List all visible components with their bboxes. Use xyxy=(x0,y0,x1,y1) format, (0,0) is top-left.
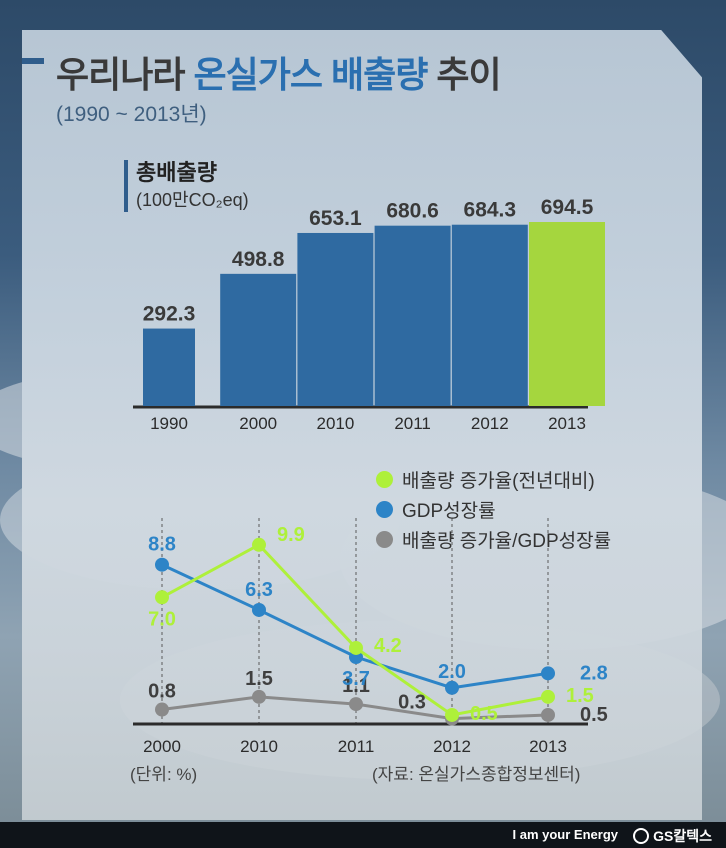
data-label: 8.8 xyxy=(148,534,176,556)
gs-logo-icon xyxy=(633,828,650,844)
data-label: 2.8 xyxy=(580,662,608,684)
page-title: 우리나라 온실가스 배출량 추이 xyxy=(56,54,502,95)
x-tick-label: 2011 xyxy=(338,737,375,756)
bar-chart-unit: (100만CO₂eq) xyxy=(136,190,249,210)
data-point xyxy=(541,689,555,704)
bar xyxy=(374,225,451,406)
bar xyxy=(143,328,195,406)
data-point xyxy=(445,680,459,695)
data-point xyxy=(541,666,555,681)
data-label: 0.3 xyxy=(398,692,426,714)
x-tick-label: 2010 xyxy=(316,414,354,433)
data-label: 0.8 xyxy=(148,681,176,703)
data-point xyxy=(155,557,169,572)
source-note: (자료: 온실가스종합정보센터) xyxy=(372,765,581,784)
content-panel xyxy=(22,30,702,820)
bar xyxy=(451,224,528,406)
data-label: 0.5 xyxy=(470,703,498,725)
brand-name: GS칼텍스 xyxy=(653,828,712,844)
x-tick-label: 2013 xyxy=(529,737,567,756)
bar-value-label: 680.6 xyxy=(386,200,439,223)
data-label: 1.1 xyxy=(342,675,370,697)
brand-logo: GS칼텍스 xyxy=(633,826,712,846)
bar xyxy=(220,273,297,406)
x-tick-label: 2012 xyxy=(433,737,471,756)
data-point xyxy=(445,707,459,722)
bar-chart-label: 총배출량 (100만CO₂eq) xyxy=(124,160,249,212)
footer-tagline: I am your Energy xyxy=(512,827,618,842)
data-label: 0.5 xyxy=(580,704,608,726)
legend-item-emission-growth: 배출량 증가율(전년대비) xyxy=(376,466,611,493)
x-tick-label: 2010 xyxy=(240,737,278,756)
bar xyxy=(529,222,605,406)
page-subtitle: (1990 ~ 2013년) xyxy=(56,103,207,126)
line-chart-legend: 배출량 증가율(전년대비) GDP성장률 배출량 증가율/GDP성장률 xyxy=(376,466,611,556)
data-point xyxy=(541,707,555,722)
bar-value-label: 292.3 xyxy=(143,303,196,326)
bar-chart-title: 총배출량 xyxy=(136,160,217,185)
data-label: 7.0 xyxy=(148,608,176,630)
title-accent xyxy=(22,58,44,64)
x-tick-label: 2000 xyxy=(239,414,277,433)
x-tick-label: 1990 xyxy=(150,414,188,433)
legend-marker-emission-growth xyxy=(376,471,393,488)
legend-label: GDP성장률 xyxy=(402,501,496,522)
x-tick-label: 2000 xyxy=(143,737,181,756)
legend-marker-gdp-growth xyxy=(376,501,393,518)
data-label: 9.9 xyxy=(277,524,305,546)
bar-value-label: 694.5 xyxy=(541,196,594,219)
unit-note: (단위: %) xyxy=(130,765,198,784)
data-label: 3.7 xyxy=(342,668,370,690)
data-label: 1.5 xyxy=(245,668,273,690)
x-tick-label: 2012 xyxy=(471,414,509,433)
data-label: 6.3 xyxy=(245,579,273,601)
x-tick-label: 2013 xyxy=(548,414,586,433)
data-point xyxy=(252,602,266,617)
data-point xyxy=(349,697,363,712)
x-tick-label: 2011 xyxy=(394,414,431,433)
data-point xyxy=(252,537,266,552)
data-point xyxy=(155,590,169,605)
bar-value-label: 498.8 xyxy=(232,248,285,271)
legend-label: 배출량 증가율/GDP성장률 xyxy=(402,531,612,552)
data-label: 1.5 xyxy=(566,685,594,707)
footer-bar: I am your Energy GS칼텍스 xyxy=(0,822,726,848)
legend-marker-ratio xyxy=(376,531,393,548)
data-point xyxy=(155,702,169,717)
legend-item-ratio: 배출량 증가율/GDP성장률 xyxy=(376,526,611,553)
bar-value-label: 684.3 xyxy=(464,199,517,222)
data-point xyxy=(252,689,266,704)
legend-label: 배출량 증가율(전년대비) xyxy=(402,471,595,492)
bar xyxy=(297,232,374,406)
bar-value-label: 653.1 xyxy=(309,207,362,230)
data-label: 2.0 xyxy=(438,661,466,683)
data-label: 4.2 xyxy=(374,635,402,657)
data-point xyxy=(349,640,363,655)
legend-item-gdp-growth: GDP성장률 xyxy=(376,496,611,523)
